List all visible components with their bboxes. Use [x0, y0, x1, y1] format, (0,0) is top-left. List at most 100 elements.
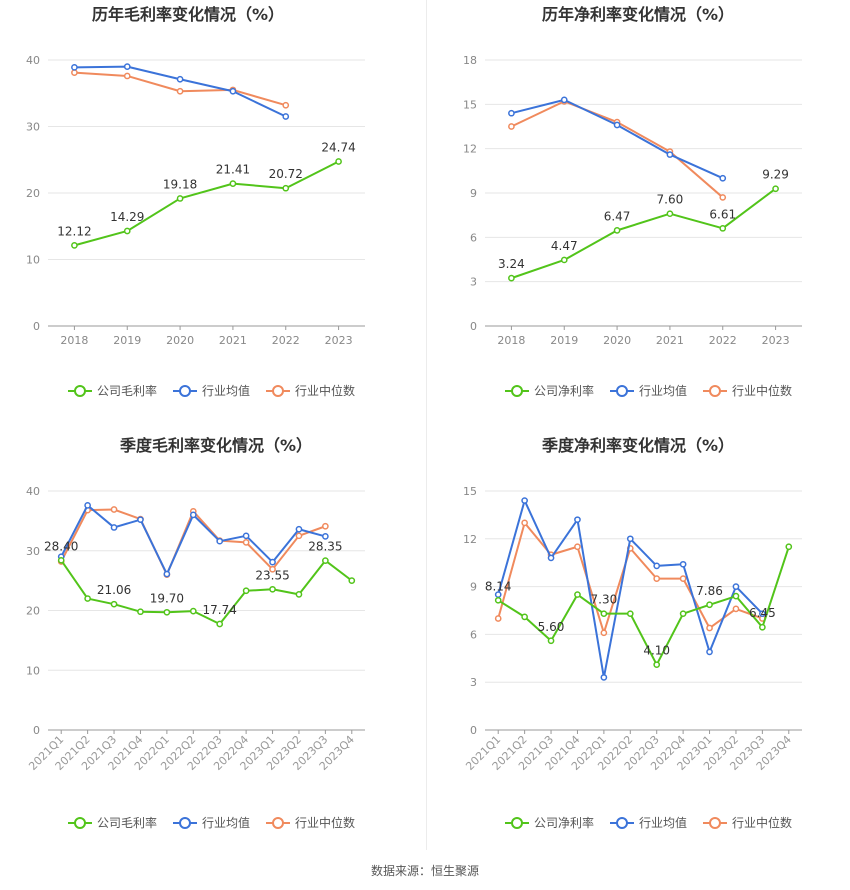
data-point	[176, 87, 184, 95]
chart-3: 季度毛利率变化情况（%）0102030402021Q12021Q22021Q32…	[26, 436, 365, 830]
data-label: 6.47	[604, 209, 631, 223]
y-tick-label: 0	[470, 724, 477, 737]
data-point	[574, 543, 581, 551]
data-point	[613, 227, 621, 234]
legend-label: 行业中位数	[732, 383, 792, 398]
y-tick-label: 20	[26, 187, 40, 200]
series-line	[60, 508, 326, 576]
y-tick-label: 10	[26, 664, 40, 677]
x-tick-label: 2019	[113, 334, 141, 347]
data-point	[679, 575, 687, 582]
y-tick-label: 12	[463, 143, 477, 156]
legend-item: 行业中位数	[703, 815, 792, 830]
y-tick-label: 3	[470, 676, 477, 689]
data-point	[732, 583, 740, 590]
x-tick-label: 2023	[762, 334, 790, 347]
data-point	[759, 610, 766, 618]
data-point	[84, 595, 91, 602]
y-tick-label: 15	[463, 485, 477, 498]
chart-1: 历年毛利率变化情况（%） 0 10 20 30 40 2018 2019 2020 2021 202…	[26, 5, 365, 398]
y-tick-label: 9	[470, 581, 477, 594]
data-point	[110, 524, 118, 531]
data-point	[71, 69, 78, 76]
legend-marker	[511, 385, 523, 397]
data-label: 12.12	[57, 224, 91, 238]
legend-label: 公司净利率	[534, 815, 594, 830]
series-line	[497, 546, 790, 666]
data-point	[84, 501, 91, 509]
data-point	[71, 242, 78, 249]
data-point	[785, 543, 793, 551]
data-point	[719, 174, 727, 182]
legend-item: 行业均值	[610, 815, 687, 830]
legend-marker	[179, 817, 191, 829]
chart-title: 季度毛利率变化情况（%）	[119, 436, 312, 455]
data-point	[666, 151, 674, 158]
data-point	[137, 608, 144, 616]
data-point	[508, 109, 515, 117]
vertical-divider	[426, 0, 427, 850]
y-tick-label: 40	[26, 485, 40, 498]
legend-item: 公司毛利率	[68, 383, 157, 398]
data-point	[679, 610, 687, 618]
series-line	[74, 160, 340, 247]
legend-marker	[511, 817, 523, 829]
legend-marker	[74, 817, 86, 829]
data-point	[719, 224, 727, 232]
data-point	[508, 123, 515, 130]
data-point	[295, 532, 303, 540]
y-tick-label: 3	[470, 276, 477, 289]
data-label: 14.29	[110, 210, 144, 224]
chart-4: 季度净利率变化情况（%）036912152021Q12021Q22021Q320…	[463, 436, 802, 830]
x-tick-label: 2021	[656, 334, 684, 347]
data-point	[295, 591, 303, 598]
data-point	[348, 577, 356, 584]
y-tick-label: 40	[26, 54, 40, 67]
legend-item: 行业中位数	[703, 383, 792, 398]
data-point	[229, 180, 237, 187]
data-point	[322, 533, 329, 540]
data-label: 23.55	[255, 568, 289, 582]
data-point	[600, 629, 608, 637]
legend-label: 行业均值	[202, 815, 250, 830]
y-tick-label: 18	[463, 54, 477, 67]
y-tick-label: 12	[463, 533, 477, 546]
data-point	[574, 591, 581, 598]
legend-marker	[272, 817, 284, 829]
legend-item: 公司净利率	[505, 815, 594, 830]
data-point	[600, 674, 608, 681]
data-source-note: 数据来源：恒生聚源	[370, 864, 479, 878]
data-point	[242, 587, 250, 595]
legend-label: 公司毛利率	[97, 815, 157, 830]
legend-marker	[616, 385, 628, 397]
legend-label: 行业均值	[639, 815, 687, 830]
data-point	[123, 72, 131, 80]
data-label: 7.86	[696, 584, 723, 598]
data-point	[137, 516, 144, 524]
data-point	[732, 592, 740, 600]
data-point	[176, 195, 184, 202]
data-point	[521, 613, 528, 621]
x-tick-label: 2019	[550, 334, 578, 347]
legend-item: 行业均值	[173, 383, 250, 398]
legend-label: 行业中位数	[295, 815, 355, 830]
data-point	[759, 623, 766, 631]
x-tick-label: 2022	[272, 334, 300, 347]
y-tick-label: 9	[470, 187, 477, 200]
legend-item: 行业均值	[610, 383, 687, 398]
data-point	[110, 600, 118, 608]
data-point	[242, 539, 250, 546]
data-point	[216, 537, 224, 545]
y-tick-label: 0	[33, 320, 40, 333]
legend-label: 公司毛利率	[97, 383, 157, 398]
x-tick-label: 2018	[497, 334, 525, 347]
legend-marker	[616, 817, 628, 829]
legend-label: 行业中位数	[295, 383, 355, 398]
legend-item: 公司净利率	[505, 383, 594, 398]
chart-title: 历年净利率变化情况（%）	[542, 5, 734, 24]
data-point	[176, 75, 184, 83]
data-point	[269, 565, 276, 573]
data-point	[560, 256, 568, 264]
data-point	[653, 575, 661, 582]
